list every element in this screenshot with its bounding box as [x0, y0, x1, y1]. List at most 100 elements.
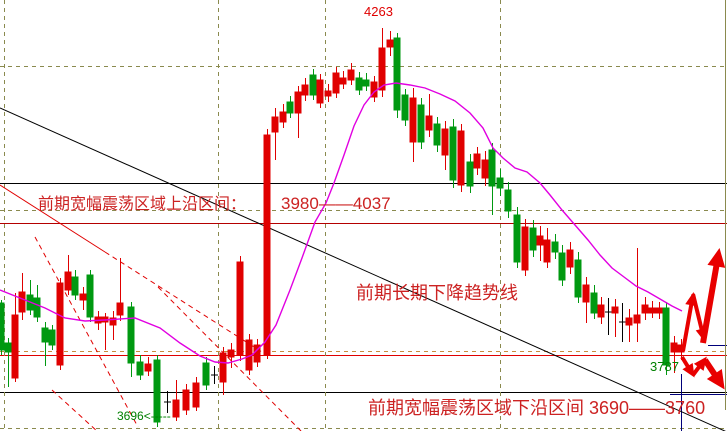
- candle-body: [582, 284, 590, 303]
- candle-body: [611, 306, 619, 314]
- trend-line: [0, 184, 106, 253]
- candle-body: [182, 389, 190, 411]
- candle-body: [378, 47, 386, 91]
- candle-body: [481, 159, 489, 179]
- candle-body: [662, 307, 670, 366]
- candle-body: [56, 282, 64, 366]
- candle-body: [127, 306, 135, 364]
- candle-body: [48, 329, 56, 346]
- candle-body: [71, 276, 79, 296]
- candle-body: [551, 241, 559, 253]
- right-low-price-label: 3787: [650, 359, 679, 374]
- trend-line: [157, 286, 302, 431]
- forecast-arrow-shaft: [700, 263, 720, 344]
- candle-body: [355, 77, 363, 91]
- upper-zone-range-annotation: 3980——4037: [281, 194, 391, 213]
- candle-body: [136, 361, 144, 376]
- forecast-arrow-head: [707, 248, 726, 268]
- moving-average-line: [0, 82, 683, 364]
- candle-body: [309, 74, 317, 96]
- candle-body: [655, 307, 663, 314]
- candle-body: [625, 317, 633, 326]
- candle-body: [4, 342, 12, 353]
- trend-line: [0, 107, 726, 431]
- candle-body: [521, 226, 529, 271]
- downtrend-line-annotation: 前期长期下降趋势线: [356, 283, 518, 303]
- candle-body: [386, 39, 394, 48]
- candle-body: [301, 84, 309, 96]
- candle-body: [332, 72, 340, 94]
- forecast-arrow-shaft: [702, 358, 718, 378]
- candle-body: [316, 79, 324, 104]
- candle-body: [64, 271, 72, 291]
- candle-body: [496, 177, 504, 189]
- candle-body: [433, 123, 441, 146]
- lower-zone-annotation: 前期宽幅震荡区域下沿区间 3690——3760: [368, 398, 706, 418]
- candle-body: [347, 69, 355, 81]
- candle-body: [529, 227, 537, 251]
- candle-body: [473, 153, 481, 169]
- trend-line: [51, 389, 98, 431]
- upper-zone-annotation: 前期宽幅震荡区域上沿区间：: [38, 196, 247, 213]
- candle-body: [393, 37, 401, 111]
- candle-body: [236, 261, 244, 356]
- candle-body: [641, 304, 649, 314]
- candle-body: [294, 91, 302, 114]
- candle-body: [0, 302, 5, 351]
- candle-body: [11, 314, 19, 379]
- candle-body: [488, 149, 496, 187]
- candle-body: [339, 77, 347, 85]
- candle-body: [574, 259, 582, 298]
- candle-body: [633, 314, 641, 324]
- forecast-arrow-head: [706, 369, 725, 390]
- forecast-arrow-shaft: [680, 355, 691, 369]
- candle-body: [425, 115, 433, 131]
- candle-body: [566, 249, 574, 268]
- candle-body: [172, 399, 180, 418]
- candle-body: [153, 359, 161, 423]
- candle-body: [227, 349, 235, 358]
- candle-body: [543, 239, 551, 263]
- candle-body: [202, 362, 210, 386]
- candle-body: [144, 363, 152, 372]
- forecast-arrow-shaft: [681, 302, 694, 352]
- trend-line: [104, 251, 263, 353]
- candle-body: [504, 189, 512, 212]
- candle-body: [263, 134, 271, 356]
- candle-body: [401, 94, 409, 121]
- candle-body: [109, 317, 117, 326]
- candle-body: [33, 297, 41, 318]
- candle-body: [513, 214, 521, 263]
- candle-body: [271, 116, 279, 133]
- candle-body: [324, 90, 332, 97]
- candle-body: [279, 111, 287, 123]
- trend-line: [34, 236, 139, 428]
- candle-body: [441, 128, 449, 156]
- candle-body: [536, 235, 544, 246]
- candle-body: [449, 126, 457, 181]
- candle-body: [558, 252, 566, 281]
- peak-price-label: 4263: [364, 4, 393, 19]
- left-low-price-label: 3696<-----: [117, 409, 171, 423]
- candle-body: [41, 327, 49, 343]
- candle-body: [18, 291, 26, 313]
- forecast-arrow-head: [693, 356, 707, 371]
- candle-body: [116, 302, 124, 316]
- candle-body: [590, 292, 598, 314]
- candle-body: [286, 101, 294, 114]
- candle-body: [466, 161, 474, 187]
- candle-body: [362, 79, 370, 87]
- candle-body: [648, 307, 656, 314]
- candle-body: [409, 97, 417, 143]
- candle-body: [417, 104, 425, 143]
- candle-body: [219, 352, 227, 383]
- forecast-arrow-head: [682, 362, 695, 378]
- candle-body: [86, 274, 94, 318]
- candle-body: [670, 342, 678, 353]
- forecast-arrow-shaft: [691, 293, 704, 332]
- candle-body: [597, 304, 605, 318]
- candle-body: [192, 382, 200, 408]
- candle-body: [79, 293, 87, 301]
